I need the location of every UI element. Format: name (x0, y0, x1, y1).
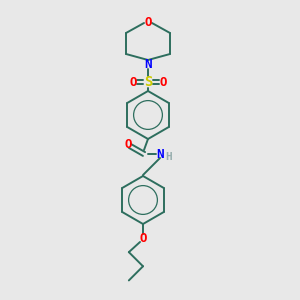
Text: H: H (166, 152, 172, 162)
Text: N: N (156, 148, 164, 160)
Text: O: O (144, 16, 152, 29)
Text: O: O (159, 76, 167, 88)
Text: S: S (144, 75, 152, 89)
Text: O: O (129, 76, 137, 88)
Text: O: O (139, 232, 147, 244)
Text: O: O (124, 137, 132, 151)
Text: N: N (144, 58, 152, 70)
